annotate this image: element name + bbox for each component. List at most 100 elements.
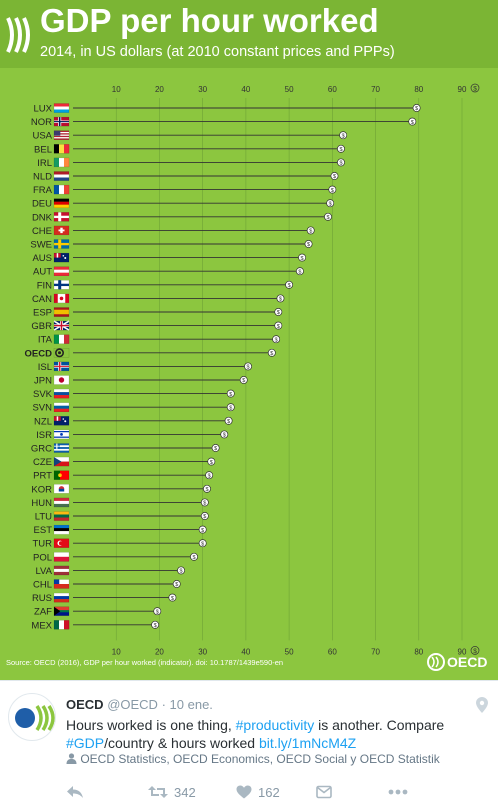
flag-lux-icon (53, 103, 70, 113)
bar-end-marker-isr (220, 430, 229, 439)
dm-button[interactable] (316, 783, 332, 801)
bar-end-marker-fra (328, 185, 337, 194)
category-label-irl: IRL (37, 158, 52, 169)
bar-end-symbol: $ (210, 460, 213, 466)
flag-dnk-icon (53, 212, 70, 222)
flag-jpn-icon (53, 375, 70, 385)
heart-icon (236, 785, 252, 799)
flag-pol-icon (53, 552, 70, 562)
category-label-lva: LVA (35, 566, 52, 577)
bar-end-marker-jpn (239, 376, 248, 384)
category-label-cze: CZE (33, 457, 52, 468)
hashtag-productivity[interactable]: #productivity (235, 717, 315, 733)
more-button[interactable] (388, 783, 408, 801)
flag-gbr-icon (53, 320, 70, 331)
category-label-bel: BEL (34, 144, 52, 155)
bar-end-symbol: $ (229, 405, 232, 411)
bar-end-symbol: $ (307, 242, 310, 248)
flag-lva-icon (53, 565, 70, 576)
flag-est-icon (53, 524, 70, 535)
flag-mex-icon (53, 620, 70, 630)
bar-end-symbol: $ (156, 609, 159, 615)
bar-end-symbol: $ (154, 623, 157, 629)
bar-end-marker-fin (285, 280, 294, 289)
tweet-text-part: Hours worked is one thing, (66, 717, 236, 733)
bar-end-symbol: $ (229, 392, 232, 398)
lists-text[interactable]: OECD Statistics, OECD Economics, OECD So… (80, 752, 440, 766)
bar-end-symbol: $ (242, 378, 245, 384)
bar-end-symbol: $ (175, 582, 178, 588)
currency-symbol: $ (473, 86, 477, 93)
bar-end-symbol: $ (180, 569, 183, 575)
category-label-pol: POL (33, 552, 52, 563)
category-label-fin: FIN (37, 280, 52, 291)
reply-icon (67, 786, 83, 798)
x-tick-label-bottom: 20 (155, 647, 164, 656)
bar-end-marker-cze (207, 457, 216, 466)
tweet-text-part: /country & hours worked (104, 735, 259, 751)
category-label-grc: GRC (31, 444, 52, 455)
flag-bel-icon (53, 144, 70, 154)
tweet-link[interactable]: bit.ly/1mNcM4Z (258, 735, 357, 751)
bar-end-symbol: $ (203, 501, 206, 507)
bar-end-symbol: $ (301, 256, 304, 262)
retweet-icon (148, 786, 168, 798)
flag-nor-icon (53, 116, 70, 127)
flag-nld-icon (53, 171, 70, 181)
x-tick-label-top: 10 (112, 85, 121, 94)
like-button[interactable]: 162 (236, 783, 280, 801)
flag-usa-icon (53, 130, 70, 140)
flag-zaf-icon (53, 606, 70, 616)
bar-end-marker-mex (151, 620, 160, 629)
reply-button[interactable] (66, 783, 84, 801)
x-tick-label-bottom: 50 (285, 647, 294, 656)
author-name[interactable]: OECD (66, 697, 104, 712)
separator-dot: · (161, 697, 166, 712)
tweet-text-part: is another. Compare (314, 717, 445, 733)
hashtag-gdp[interactable]: #GDP (66, 735, 105, 751)
category-label-dnk: DNK (32, 212, 53, 223)
bar-end-symbol: $ (288, 283, 291, 289)
tweet-card[interactable]: OECD @OECD · 10 ene. Hours worked is one… (0, 680, 498, 806)
category-label-aut: AUT (33, 267, 52, 278)
header-band (0, 0, 498, 68)
author-handle[interactable]: @OECD (107, 697, 158, 712)
category-label-esp: ESP (33, 308, 52, 319)
flag-grc-icon (53, 443, 70, 453)
x-tick-label-top: 20 (155, 85, 164, 94)
bar-end-marker-swe (304, 240, 313, 248)
bar-end-marker-prt (205, 471, 214, 480)
bar-end-marker-tur (198, 539, 207, 548)
category-label-zaf: ZAF (34, 607, 52, 618)
flag-kor-icon (53, 484, 70, 494)
location-icon[interactable] (476, 697, 488, 713)
x-tick-label-bottom: 90 (458, 647, 467, 656)
chart-subtitle: 2014, in US dollars (at 2010 constant pr… (40, 44, 395, 60)
tweet-timestamp[interactable]: 10 ene. (169, 697, 213, 712)
bar-end-marker-zaf (153, 607, 162, 616)
category-label-tur: TUR (32, 539, 52, 550)
bar-end-symbol: $ (247, 365, 250, 371)
flag-svk-icon (53, 388, 70, 399)
avatar[interactable] (8, 693, 56, 741)
flag-prt-icon (53, 470, 70, 480)
flag-hun-icon (53, 497, 70, 508)
flag-nzl-icon (53, 416, 70, 426)
infographic-card: GDP per hour worked 2014, in US dollars … (0, 0, 498, 680)
flag-svn-icon (53, 402, 70, 412)
bar-end-marker-svk (226, 389, 235, 398)
bar-end-marker-deu (326, 199, 335, 208)
bar-end-symbol: $ (309, 229, 312, 235)
like-count: 162 (258, 784, 280, 800)
flag-isl-icon (53, 361, 70, 372)
tweet-lists[interactable]: OECD Statistics, OECD Economics, OECD So… (66, 752, 440, 766)
currency-icon (470, 646, 480, 655)
retweet-button[interactable]: 342 (148, 783, 196, 801)
flag-ita-icon (53, 334, 70, 344)
oecd-logo-icon: OECD (427, 653, 487, 671)
bar-end-marker-nld (330, 172, 339, 180)
bar-end-marker-aut (295, 267, 304, 276)
bar-end-marker-usa (339, 131, 348, 140)
bar-end-marker-lux (412, 104, 421, 112)
category-label-rus: RUS (32, 593, 52, 604)
